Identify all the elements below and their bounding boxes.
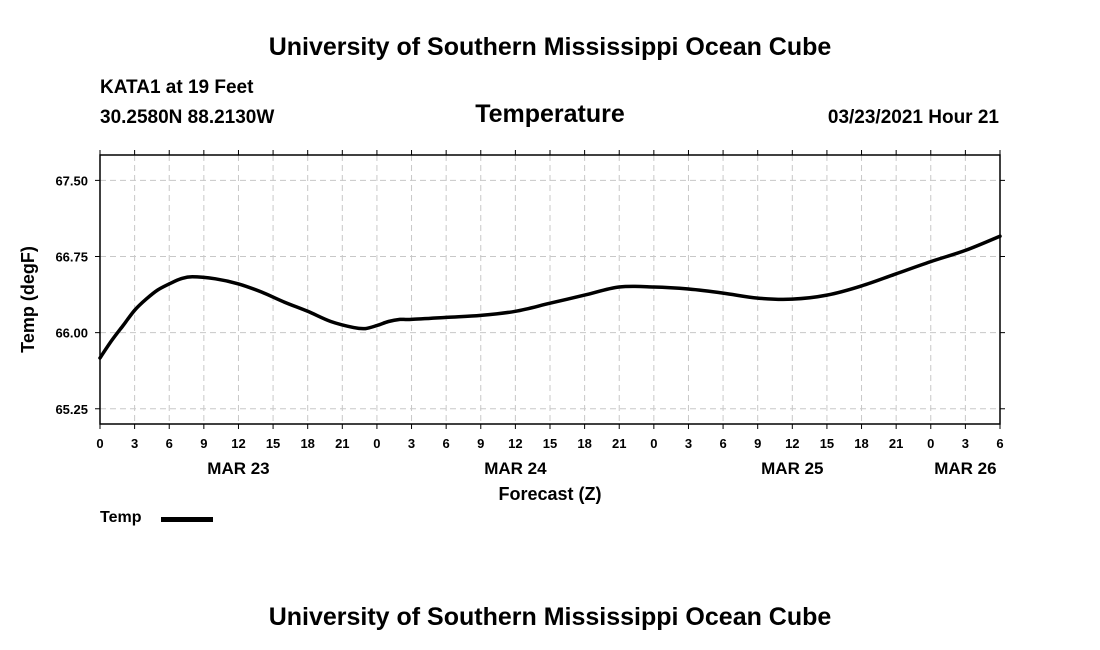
x-tick-label: 12 [785,436,799,451]
x-tick-label: 9 [477,436,484,451]
x-tick-label: 3 [685,436,692,451]
legend-line-temp [161,517,213,522]
x-tick-label: 0 [927,436,934,451]
chart-title: Temperature [475,100,625,128]
y-tick-label: 66.00 [55,326,88,341]
x-tick-label: 6 [166,436,173,451]
x-date-label: MAR 24 [484,459,547,478]
x-tick-label: 18 [577,436,591,451]
grid-layer [100,155,1000,424]
x-tick-label: 9 [200,436,207,451]
y-axis-label: Temp (degF) [18,246,38,353]
y-tick-label: 65.25 [55,402,88,417]
x-tick-label: 3 [131,436,138,451]
x-tick-label: 15 [543,436,557,451]
y-tick-label: 67.50 [55,173,88,188]
x-tick-label: 6 [996,436,1003,451]
series-line-temp [98,234,1002,360]
x-tick-label: 21 [889,436,903,451]
x-tick-label: 21 [335,436,349,451]
x-tick-label: 0 [96,436,103,451]
x-tick-label: 18 [854,436,868,451]
x-tick-label: 9 [754,436,761,451]
coordinates-label: 30.2580N 88.2130W [100,107,275,128]
x-date-label: MAR 25 [761,459,823,478]
x-tick-label: 0 [373,436,380,451]
station-label: KATA1 at 19 Feet [100,77,254,98]
x-tick-label: 12 [231,436,245,451]
x-date-label: MAR 23 [207,459,269,478]
x-date-label: MAR 26 [934,459,996,478]
x-tick-label: 15 [266,436,280,451]
y-tick-label: 66.75 [55,250,88,265]
x-tick-label: 12 [508,436,522,451]
x-tick-label: 3 [962,436,969,451]
x-tick-label: 15 [820,436,834,451]
x-tick-label: 3 [408,436,415,451]
tick-layer: 0 3 6 9 12 15 18 21 0 3 6 9 12 15 18 21 0 3 6 9 12 15 18 21 0 3 66… [55,150,1005,478]
top-title: University of Southern Mississippi Ocean… [268,33,832,61]
x-axis-label: Forecast (Z) [498,484,601,504]
x-tick-label: 0 [650,436,657,451]
legend-label-temp: Temp [100,509,142,526]
x-tick-label: 6 [719,436,726,451]
bottom-title: University of Southern Mississippi Ocean… [268,603,832,631]
x-tick-label: 6 [443,436,450,451]
x-tick-label: 18 [300,436,314,451]
x-tick-label: 21 [612,436,626,451]
series-layer [98,234,1002,360]
datetime-label: 03/23/2021 Hour 21 [827,107,999,128]
